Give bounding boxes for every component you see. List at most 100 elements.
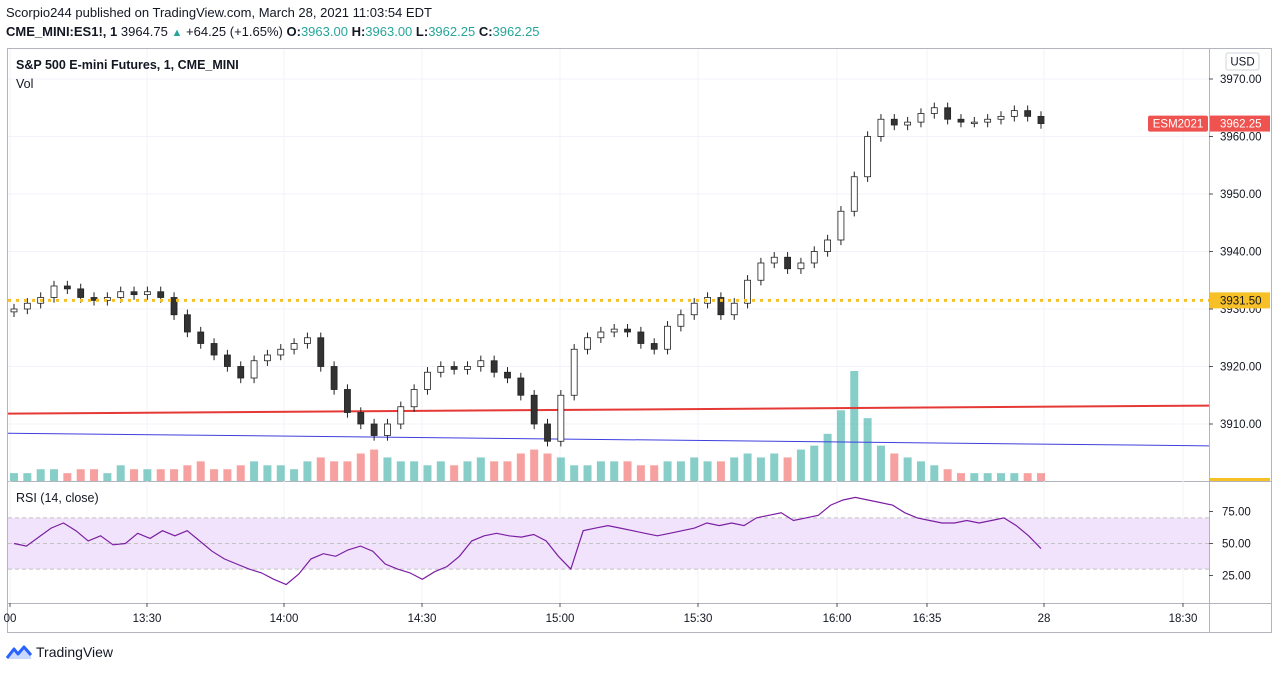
volume-bar: [636, 465, 645, 481]
candle-up: [904, 121, 912, 126]
candle-down: [450, 366, 458, 370]
volume-bar: [623, 461, 632, 481]
candle-down: [224, 354, 231, 367]
candle-up: [250, 360, 258, 379]
open-label: O:: [286, 24, 301, 39]
volume-bar: [663, 461, 672, 481]
rsi-pane-title[interactable]: RSI (14, close): [16, 491, 99, 505]
volume-bar: [730, 457, 739, 481]
candle-up: [50, 285, 58, 298]
volume-bar: [783, 457, 792, 481]
candle-down: [490, 360, 498, 373]
volume-bar: [436, 461, 445, 481]
footer-brand-text: TradingView: [36, 644, 114, 660]
candle-down: [504, 371, 511, 379]
candle-up: [824, 239, 831, 252]
symbol-name[interactable]: CME_MINI:ES1!, 1: [6, 24, 118, 39]
candle-down: [157, 291, 165, 298]
volume-bar: [450, 465, 459, 481]
volume-bars: [10, 371, 1270, 481]
red-trend-line: [7, 404, 1210, 415]
candle-up: [557, 394, 565, 442]
candle-down: [357, 412, 365, 425]
candle-down: [784, 256, 791, 270]
candle-down: [637, 331, 645, 344]
candle-down: [944, 107, 952, 120]
volume-bar: [116, 465, 125, 481]
time-tick-label: 16:35: [913, 613, 942, 625]
volume-bar: [690, 457, 699, 481]
candle-down: [1024, 110, 1032, 117]
candle-down: [344, 389, 351, 413]
volume-bar: [63, 473, 72, 481]
candle-down: [957, 118, 965, 123]
time-tick-label: 13:30: [133, 613, 162, 625]
candle-up: [677, 314, 685, 327]
volume-bar: [876, 445, 885, 481]
high-label: H:: [351, 24, 366, 39]
time-tick-label: 14:30: [408, 613, 437, 625]
candle-up: [984, 118, 992, 123]
volume-bar: [476, 457, 485, 481]
candle-up: [410, 389, 418, 408]
volume-bar: [170, 469, 179, 481]
footer-brand[interactable]: TradingView: [6, 644, 113, 660]
volume-bar: [490, 461, 499, 481]
candle-up: [730, 302, 738, 316]
close-label: C:: [478, 24, 493, 39]
candle-down: [183, 314, 191, 333]
candle-up: [277, 348, 285, 356]
volume-scale-marker: [1210, 478, 1270, 481]
volume-bar: [290, 469, 299, 481]
candle-down: [717, 297, 725, 316]
time-tick-label: 15:00: [546, 613, 575, 625]
candle-up: [117, 291, 125, 298]
volume-bar: [1037, 473, 1045, 481]
main-pane-title[interactable]: S&P 500 E-mini Futures, 1, CME_MINI: [16, 58, 239, 72]
low-value: 3962.25: [428, 24, 476, 39]
symbol-badge: [1148, 115, 1208, 132]
volume-bar: [983, 473, 992, 481]
candle-up: [437, 366, 445, 373]
volume-bar: [610, 461, 619, 481]
volume-bar: [156, 469, 165, 481]
rsi-tick-label: 25.00: [1222, 571, 1251, 583]
candle-down: [63, 285, 71, 290]
volume-bar: [676, 461, 685, 481]
high-value: 3963.00: [365, 24, 413, 39]
candle-down: [130, 291, 138, 296]
volume-bar: [703, 461, 712, 481]
currency-badge[interactable]: [1225, 52, 1260, 71]
tradingview-logo-icon: [6, 645, 32, 659]
volume-bar: [223, 469, 232, 481]
time-tick-label: 00: [4, 613, 17, 625]
volume-bar: [10, 473, 18, 481]
volume-bar: [90, 469, 99, 481]
candle-up: [10, 308, 18, 313]
candle-up: [810, 251, 818, 264]
candle-down: [237, 366, 245, 379]
candle-up: [384, 423, 391, 436]
rsi-band: [8, 517, 1209, 570]
volume-bar: [716, 461, 725, 481]
rsi-axis[interactable]: 75.00 50.00 25.00: [1209, 507, 1251, 583]
volume-bar: [263, 465, 272, 481]
volume-bar: [76, 469, 85, 481]
candle-up: [837, 210, 845, 241]
candle-up: [570, 348, 578, 396]
price-tick-label: 3920.00: [1220, 362, 1262, 374]
volume-bar: [530, 449, 539, 481]
candle-up: [877, 118, 885, 137]
time-axis[interactable]: 00 13:30 14:00 14:30 15:00 15:30 16:00 16:35 28 1…: [4, 603, 1198, 625]
time-tick-label: 16:00: [823, 613, 852, 625]
candle-up: [264, 354, 271, 362]
candles: [10, 102, 1045, 447]
volume-bar: [130, 469, 139, 481]
last-price: 3964.75: [120, 24, 168, 39]
volume-label[interactable]: Vol: [16, 77, 33, 91]
close-value: 3962.25: [492, 24, 540, 39]
candle-up: [1010, 110, 1018, 117]
volume-bar: [943, 469, 952, 481]
volume-bar: [1023, 473, 1032, 481]
